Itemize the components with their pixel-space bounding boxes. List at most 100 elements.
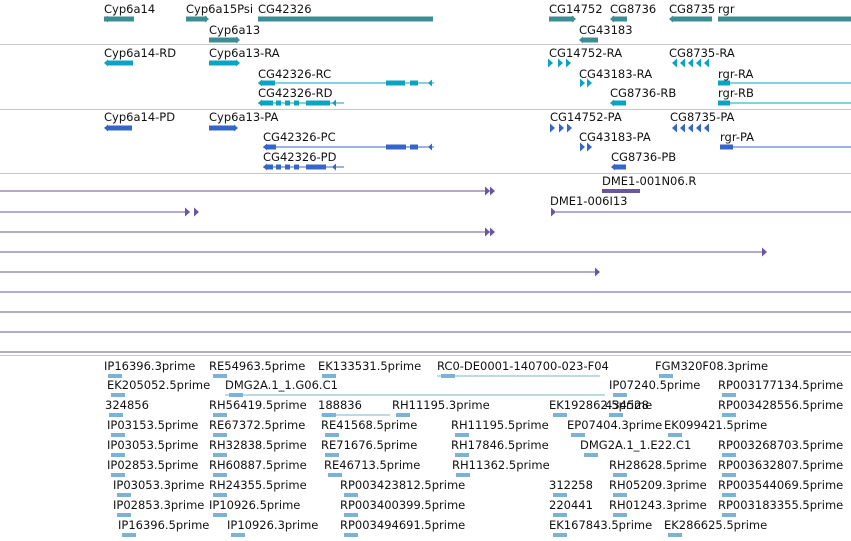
est-label: DMG2A.1_1.G06.C1 <box>225 378 338 392</box>
protein-label: CG8735-PA <box>670 110 735 124</box>
protein-exon <box>386 144 406 150</box>
strand-arrow <box>580 142 585 152</box>
strand-arrow <box>236 36 240 44</box>
est-feature <box>325 453 339 457</box>
strand-arrow <box>696 123 701 133</box>
transcript-label: rgr-RB <box>718 86 754 100</box>
strand-arrow <box>428 143 432 151</box>
protein-label: Cyp6a13-PA <box>209 110 278 124</box>
strand-arrow <box>194 207 199 217</box>
gene-feature <box>718 16 851 22</box>
transcript-label: Cyp6a13-RA <box>209 46 280 60</box>
transcript-feature <box>209 60 237 66</box>
protein-label: CG42326-PD <box>263 150 337 164</box>
est-feature <box>722 493 736 497</box>
est-label: RE46713.5prime <box>324 458 420 472</box>
est-feature <box>213 433 227 437</box>
transcript-exon <box>386 80 405 86</box>
est-label: RP003177134.5prime <box>718 378 843 392</box>
strand-arrow <box>332 163 336 171</box>
clone-feature <box>602 189 640 193</box>
strand-arrow <box>595 267 600 277</box>
protein-exon <box>720 144 733 150</box>
strand-arrow <box>580 78 585 88</box>
strand-arrow <box>490 227 495 237</box>
strand-arrow <box>490 186 495 196</box>
est-feature <box>117 513 131 517</box>
protein-exon <box>276 164 281 170</box>
est-label: RP003428556.5prime <box>718 398 843 412</box>
transcript-exon <box>410 80 418 86</box>
est-feature <box>213 453 227 457</box>
strand-arrow <box>485 227 490 237</box>
transcript-label: CG42326-RD <box>258 86 333 100</box>
transcript-label: CG8735-RA <box>669 46 735 60</box>
est-label: EK286625.5prime <box>664 518 767 532</box>
transcript-exon <box>285 100 290 106</box>
transcript-exon <box>262 100 273 106</box>
est-feature <box>455 433 469 437</box>
strand-arrow <box>104 15 108 23</box>
gene-feature <box>582 37 598 43</box>
gene-feature <box>549 16 574 22</box>
gene-feature <box>612 16 627 22</box>
est-label: 188836 <box>318 398 362 412</box>
est-label: RP003268703.5prime <box>718 438 843 452</box>
est-feature <box>722 513 736 517</box>
strand-arrow <box>704 58 709 68</box>
est-label: IP02853.3prime <box>113 498 204 512</box>
strand-arrow <box>567 123 572 133</box>
est-label: IP07240.5prime <box>609 378 700 392</box>
protein-exon <box>410 144 418 150</box>
gene-feature <box>104 16 134 22</box>
est-label: RE67372.5prime <box>209 418 305 432</box>
strand-arrow <box>566 58 571 68</box>
est-feature <box>456 473 470 477</box>
transcript-label: CG14752-RA <box>549 46 622 60</box>
strand-arrow <box>485 186 490 196</box>
strand-arrow <box>688 123 693 133</box>
est-feature <box>613 393 627 397</box>
est-feature <box>213 413 227 417</box>
est-feature <box>111 453 125 457</box>
transcript-exon <box>276 100 281 106</box>
est-label: RP003183355.5prime <box>718 498 843 512</box>
est-feature <box>231 533 245 537</box>
strand-arrow <box>548 58 553 68</box>
est-feature <box>322 374 336 378</box>
est-label: RE71676.5prime <box>321 438 417 452</box>
strand-arrow <box>579 36 583 44</box>
strand-arrow <box>680 58 685 68</box>
est-feature <box>571 433 585 437</box>
strand-arrow <box>704 123 709 133</box>
est-feature <box>455 453 469 457</box>
gene-label: CG8735 <box>669 2 715 16</box>
est-label: EP07404.3prime <box>567 418 662 432</box>
est-label: IP16396.5prime <box>118 518 209 532</box>
est-feature <box>122 533 136 537</box>
strand-arrow <box>236 59 240 67</box>
est-feature <box>328 473 342 477</box>
protein-exon <box>294 164 299 170</box>
strand-arrow <box>263 143 267 151</box>
est-label: RH56419.5prime <box>209 398 307 412</box>
transcript-label: CG8736-RB <box>610 86 676 100</box>
transcript-exon <box>294 100 299 106</box>
protein-exon <box>285 164 290 170</box>
strand-arrow <box>669 15 673 23</box>
est-feature <box>668 433 682 437</box>
strand-arrow <box>610 15 614 23</box>
est-label: EK192862.5prime <box>549 398 652 412</box>
strand-arrow <box>258 99 262 107</box>
transcript-exon <box>306 100 330 106</box>
est-feature <box>553 533 567 537</box>
est-label: RH01243.3prime <box>609 498 707 512</box>
est-feature <box>668 533 682 537</box>
strand-arrow <box>185 207 190 217</box>
gene-label: CG42326 <box>258 2 312 16</box>
gene-feature <box>186 16 207 22</box>
est-feature <box>111 473 125 477</box>
est-label: RP003400399.5prime <box>340 498 465 512</box>
strand-arrow <box>551 207 556 217</box>
strand-arrow <box>258 79 262 87</box>
